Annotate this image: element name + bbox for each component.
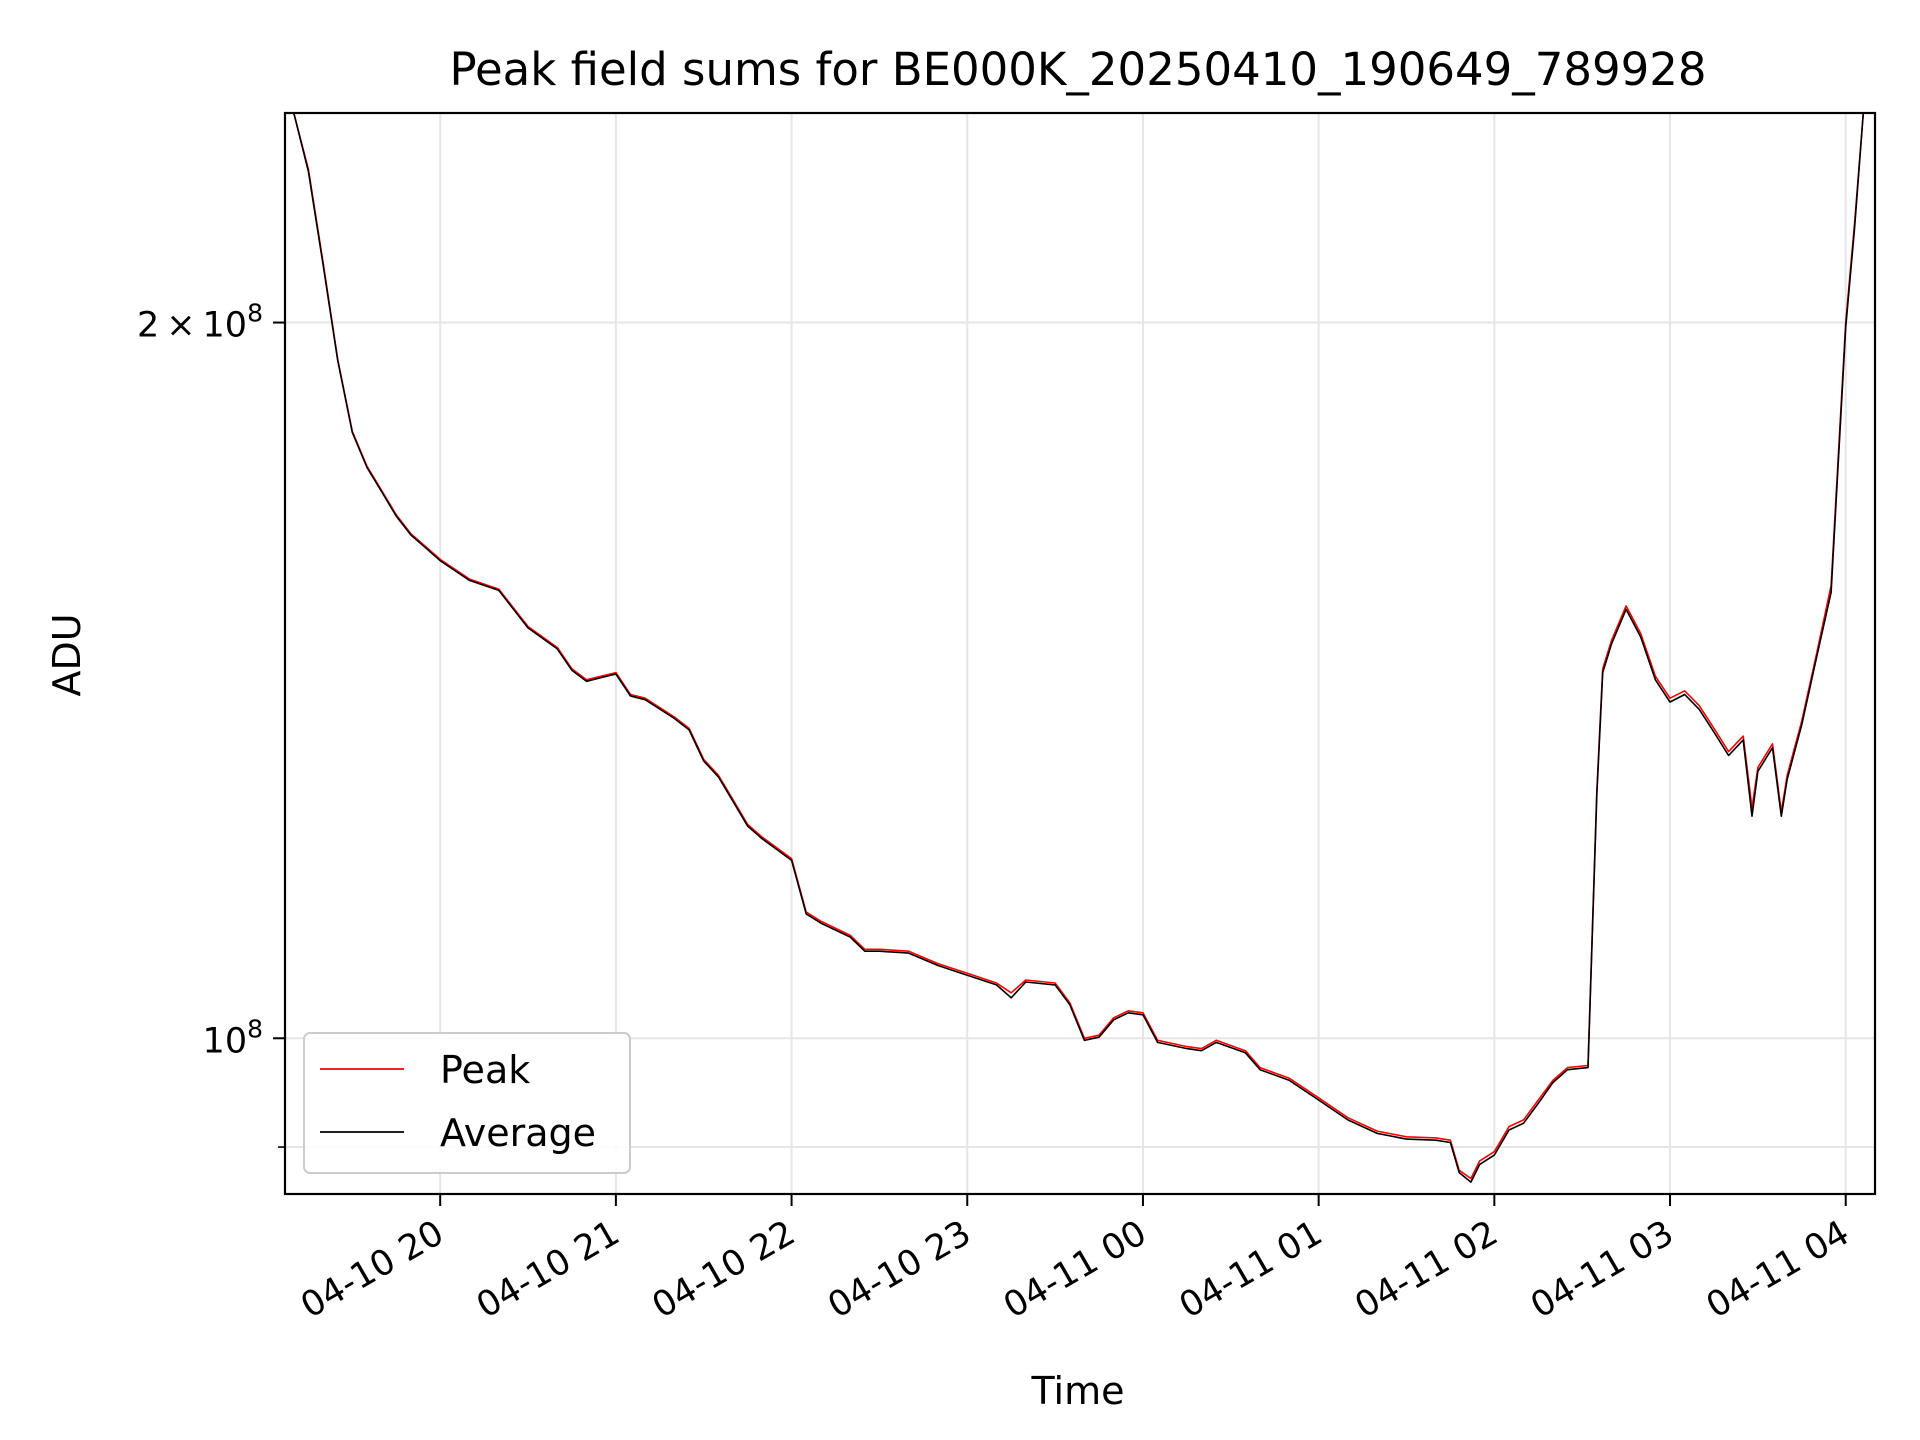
chart-title: Peak field sums for BE000K_20250410_1906… [449, 43, 1706, 96]
y-axis-label: ADU [45, 613, 89, 696]
plot-frame [283, 111, 1877, 1196]
series-lines [293, 113, 1865, 1183]
legend-label-peak: Peak [440, 1048, 530, 1092]
y-tick-label: 2 × 108 [137, 299, 263, 346]
y-tick-label: 108 [203, 1014, 263, 1061]
y-axis: 108 2 × 108 [137, 299, 285, 1148]
series-line-average [293, 113, 1865, 1183]
legend-label-average: Average [440, 1111, 596, 1155]
legend-box [303, 1032, 631, 1174]
legend: Peak Average [303, 1032, 631, 1174]
x-axis-label: Time [1031, 1369, 1125, 1413]
series-line-peak [293, 113, 1865, 1180]
grid-lines [285, 113, 1875, 1194]
